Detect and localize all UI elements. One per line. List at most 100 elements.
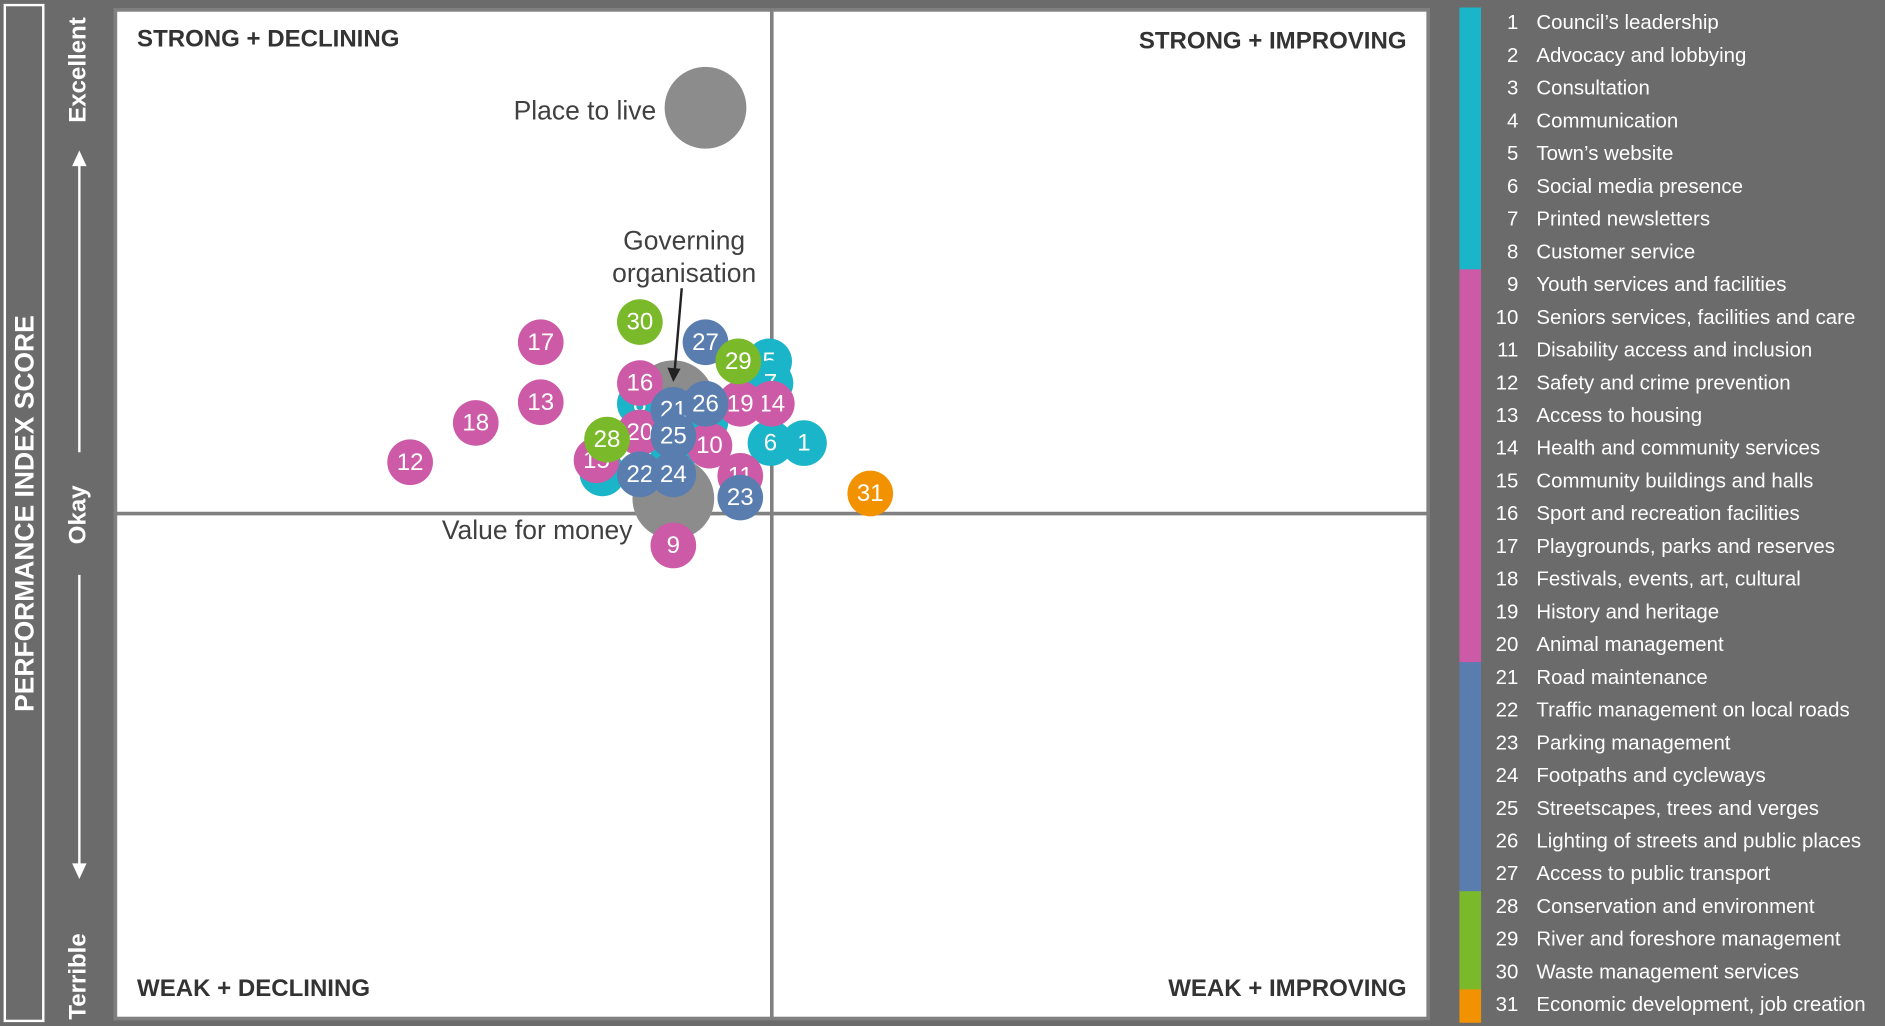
- highlight-bubble: [664, 66, 747, 149]
- legend-label: Community buildings and halls: [1536, 470, 1813, 492]
- bubble: [715, 338, 762, 385]
- bubble-label: 29: [725, 348, 752, 375]
- legend-label: Footpaths and cycleways: [1536, 765, 1765, 787]
- legend-label: Road maintenance: [1536, 667, 1707, 689]
- legend-swatch: [1459, 956, 1482, 990]
- y-axis-label: Terrible: [65, 933, 92, 1019]
- legend-number: 26: [1496, 830, 1519, 852]
- legend-number: 21: [1496, 667, 1519, 689]
- legend-number: 20: [1496, 634, 1519, 656]
- bubble: [847, 470, 894, 517]
- legend-number: 15: [1496, 470, 1519, 492]
- legend-swatch: [1459, 40, 1482, 74]
- legend-swatch: [1459, 236, 1482, 270]
- bubble: [617, 360, 663, 406]
- bubble: [452, 400, 499, 446]
- legend-swatch: [1459, 302, 1482, 336]
- legend-label: Printed newsletters: [1536, 209, 1710, 231]
- legend-label: Animal management: [1536, 634, 1724, 656]
- legend-number: 25: [1496, 798, 1519, 820]
- bubble: [748, 380, 795, 427]
- legend-swatch: [1459, 563, 1482, 598]
- legend-swatch: [1459, 105, 1482, 140]
- legend-number: 30: [1496, 961, 1519, 983]
- bubble-label: 23: [727, 484, 754, 511]
- y-axis-label: Okay: [65, 485, 92, 544]
- bubble: [517, 319, 564, 366]
- legend-label: Parking management: [1536, 732, 1730, 754]
- legend-number: 23: [1496, 732, 1519, 754]
- legend-label: Conservation and environment: [1536, 896, 1814, 918]
- highlight-label: organisation: [612, 258, 756, 288]
- bubble: [617, 451, 663, 498]
- legend-swatch: [1459, 531, 1482, 565]
- legend-number: 1: [1507, 12, 1518, 34]
- bubble-label: 25: [660, 423, 687, 450]
- legend-swatch: [1459, 694, 1482, 729]
- bubble: [584, 416, 630, 463]
- legend-label: River and foreshore management: [1536, 929, 1841, 951]
- legend-label: Traffic management on local roads: [1536, 700, 1849, 722]
- legend-number: 13: [1496, 405, 1519, 427]
- legend-number: 12: [1496, 372, 1519, 394]
- legend-number: 31: [1496, 994, 1519, 1016]
- legend-number: 29: [1496, 929, 1519, 951]
- legend-swatch: [1459, 269, 1482, 303]
- legend-swatch: [1459, 367, 1482, 401]
- bubble: [650, 413, 697, 459]
- annotation-arrow: [673, 288, 683, 373]
- legend-number: 24: [1496, 765, 1519, 787]
- legend-label: Communication: [1536, 110, 1678, 132]
- legend-swatch: [1459, 989, 1482, 1023]
- y-axis-label: Excellent: [65, 17, 92, 123]
- legend-label: Economic development, job creation: [1536, 994, 1865, 1016]
- legend-swatch: [1459, 138, 1482, 172]
- bubble-label: 27: [692, 329, 719, 356]
- legend-number: 10: [1496, 307, 1519, 329]
- bubble: [517, 379, 564, 426]
- bubble-label: 28: [594, 426, 621, 453]
- bubble-label: 6: [764, 430, 777, 457]
- quadrant-label: WEAK + DECLINING: [137, 975, 370, 1002]
- legend-number: 7: [1507, 209, 1518, 231]
- bubble-label: 10: [696, 432, 723, 459]
- legend-label: Streetscapes, trees and verges: [1536, 798, 1819, 820]
- legend-number: 17: [1496, 536, 1519, 558]
- bubble-label: 22: [626, 461, 653, 488]
- legend-label: Health and community services: [1536, 438, 1820, 460]
- legend-label: Safety and crime prevention: [1536, 372, 1790, 394]
- legend-label: Sport and recreation facilities: [1536, 503, 1799, 525]
- legend-label: Customer service: [1536, 241, 1695, 263]
- legend-label: Social media presence: [1536, 176, 1743, 198]
- bubble-label: 24: [660, 461, 687, 488]
- legend-number: 2: [1507, 45, 1518, 67]
- legend-label: Town’s website: [1536, 143, 1673, 165]
- legend-number: 5: [1507, 143, 1518, 165]
- bubble-label: 20: [626, 419, 653, 446]
- bubble-label: 1: [797, 430, 810, 457]
- bubble: [717, 474, 764, 521]
- legend-number: 8: [1507, 241, 1518, 263]
- legend-swatch: [1459, 334, 1482, 369]
- legend-swatch: [1459, 891, 1482, 925]
- legend-label: Council’s leadership: [1536, 12, 1718, 34]
- legend-number: 11: [1497, 340, 1518, 362]
- bubble-label: 26: [692, 390, 719, 417]
- quadrant-label: STRONG + DECLINING: [137, 25, 399, 52]
- quadrant-label: WEAK + IMPROVING: [1168, 975, 1406, 1002]
- arrow-head: [72, 150, 87, 167]
- legend-swatch: [1459, 498, 1482, 532]
- legend-swatch: [1459, 825, 1482, 860]
- legend-label: Waste management services: [1536, 961, 1799, 983]
- legend-swatch: [1459, 793, 1482, 827]
- bubble: [747, 420, 794, 466]
- highlight-label: Value for money: [442, 515, 633, 545]
- annotation-arrowhead: [667, 367, 681, 383]
- bubble-label: 12: [397, 449, 424, 476]
- y-title-box: [3, 3, 45, 1023]
- legend-label: Playgrounds, parks and reserves: [1536, 536, 1835, 558]
- bubble: [650, 522, 697, 569]
- legend-number: 27: [1496, 863, 1519, 885]
- bubble-label: 30: [626, 309, 653, 336]
